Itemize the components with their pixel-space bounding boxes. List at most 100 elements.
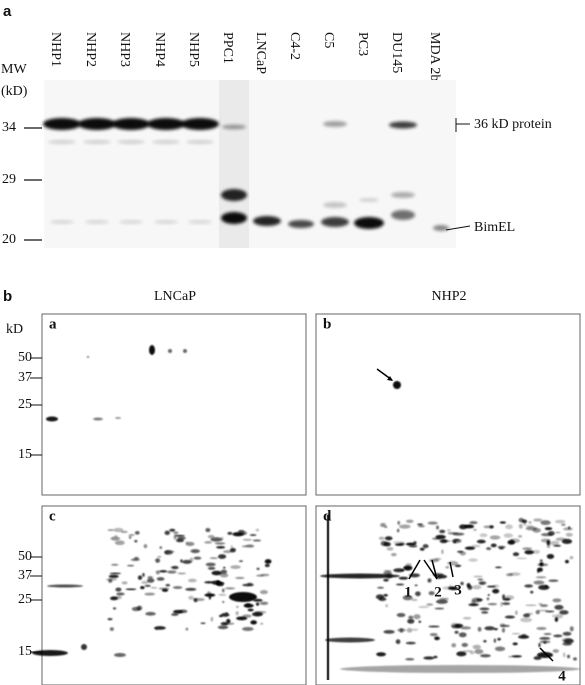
protein-spot — [494, 646, 506, 652]
protein-spot — [499, 547, 504, 550]
protein-spot — [120, 530, 128, 533]
lane-label: NHP4 — [152, 32, 167, 67]
protein-spot — [511, 655, 522, 658]
protein-spot — [46, 416, 58, 422]
protein-spot — [537, 609, 549, 612]
panel-label: a — [3, 3, 12, 20]
protein-spot — [509, 572, 521, 576]
protein-spot — [383, 542, 391, 547]
protein-spot — [325, 637, 375, 643]
protein-spot — [147, 576, 153, 579]
protein-spot — [477, 626, 482, 632]
protein-spot — [109, 627, 114, 631]
protein-spot — [476, 539, 486, 544]
protein-spot — [418, 525, 425, 528]
protein-spot — [116, 595, 122, 600]
protein-spot — [539, 604, 549, 608]
protein-spot — [490, 543, 497, 548]
protein-spot — [242, 538, 252, 541]
protein-spot — [524, 550, 534, 555]
gel-frame — [315, 313, 581, 496]
protein-spot — [516, 557, 527, 560]
lane-label: C5 — [321, 32, 336, 48]
protein-spot — [568, 526, 571, 530]
protein-spot — [146, 578, 155, 583]
protein-spot — [217, 554, 227, 559]
faint-band — [117, 140, 145, 144]
lane-label: PC3 — [355, 32, 370, 56]
protein-spot — [110, 596, 119, 601]
protein-spot — [211, 570, 223, 576]
faint-band — [83, 140, 111, 144]
protein-spot — [229, 592, 257, 602]
lane-streak — [219, 80, 249, 248]
mw-marker: 25 — [18, 397, 32, 412]
protein-spot — [109, 572, 122, 575]
protein-spot — [486, 585, 496, 588]
protein-spot — [471, 544, 481, 548]
lane-label: PPC1 — [220, 32, 235, 64]
mw-marker: 15 — [18, 447, 32, 462]
faint-band — [323, 202, 347, 208]
protein-spot — [173, 609, 183, 614]
protein-spot — [458, 632, 467, 638]
protein-spot — [454, 564, 462, 567]
band-36kd — [181, 118, 219, 130]
protein-spot — [477, 578, 484, 581]
band-36kd — [78, 118, 116, 130]
protein-spot — [445, 566, 450, 569]
protein-spot — [226, 618, 231, 624]
protein-spot — [472, 644, 481, 650]
protein-spot — [47, 584, 83, 588]
protein-spot — [464, 546, 476, 550]
faint-band — [186, 140, 214, 144]
band-36kd — [323, 121, 347, 127]
protein-spot — [565, 532, 573, 537]
gel-label: b — [323, 316, 331, 332]
protein-spot — [552, 649, 559, 653]
protein-spot — [536, 626, 547, 630]
protein-spot — [219, 573, 229, 578]
protein-spot — [264, 559, 272, 564]
protein-spot — [520, 617, 533, 623]
protein-spot — [245, 544, 255, 548]
protein-spot — [521, 633, 527, 637]
protein-spot — [480, 654, 491, 658]
protein-spot — [523, 522, 526, 526]
protein-spot — [553, 634, 563, 638]
protein-spot — [526, 612, 534, 615]
arrowhead — [387, 376, 393, 381]
protein-spot — [500, 624, 510, 628]
protein-spot — [469, 521, 478, 525]
protein-spot — [411, 598, 418, 602]
faint-band — [85, 220, 109, 224]
protein-spot — [405, 657, 415, 661]
protein-spot — [383, 629, 395, 634]
protein-spot — [423, 656, 435, 660]
protein-spot — [110, 536, 121, 541]
protein-spot — [395, 639, 401, 645]
protein-spot — [165, 584, 171, 587]
protein-spot — [413, 541, 417, 545]
protein-spot — [447, 529, 451, 532]
protein-spot — [552, 598, 562, 603]
protein-spot — [479, 533, 488, 538]
protein-spot — [451, 587, 458, 591]
protein-spot — [434, 636, 440, 641]
protein-spot — [406, 627, 413, 633]
protein-spot — [535, 610, 540, 615]
protein-spot — [167, 570, 177, 574]
protein-spot — [141, 580, 149, 584]
protein-spot — [164, 550, 169, 555]
protein-spot — [483, 640, 487, 643]
protein-spot — [114, 540, 125, 546]
mw-marker: 34 — [2, 120, 16, 135]
protein-spot — [472, 585, 482, 590]
protein-spot — [418, 605, 430, 609]
spot-number: 4 — [558, 668, 566, 684]
protein-spot — [522, 547, 533, 550]
protein-spot — [439, 539, 448, 544]
protein-spot — [533, 518, 543, 522]
protein-spot — [238, 560, 244, 563]
protein-spot — [439, 529, 446, 534]
